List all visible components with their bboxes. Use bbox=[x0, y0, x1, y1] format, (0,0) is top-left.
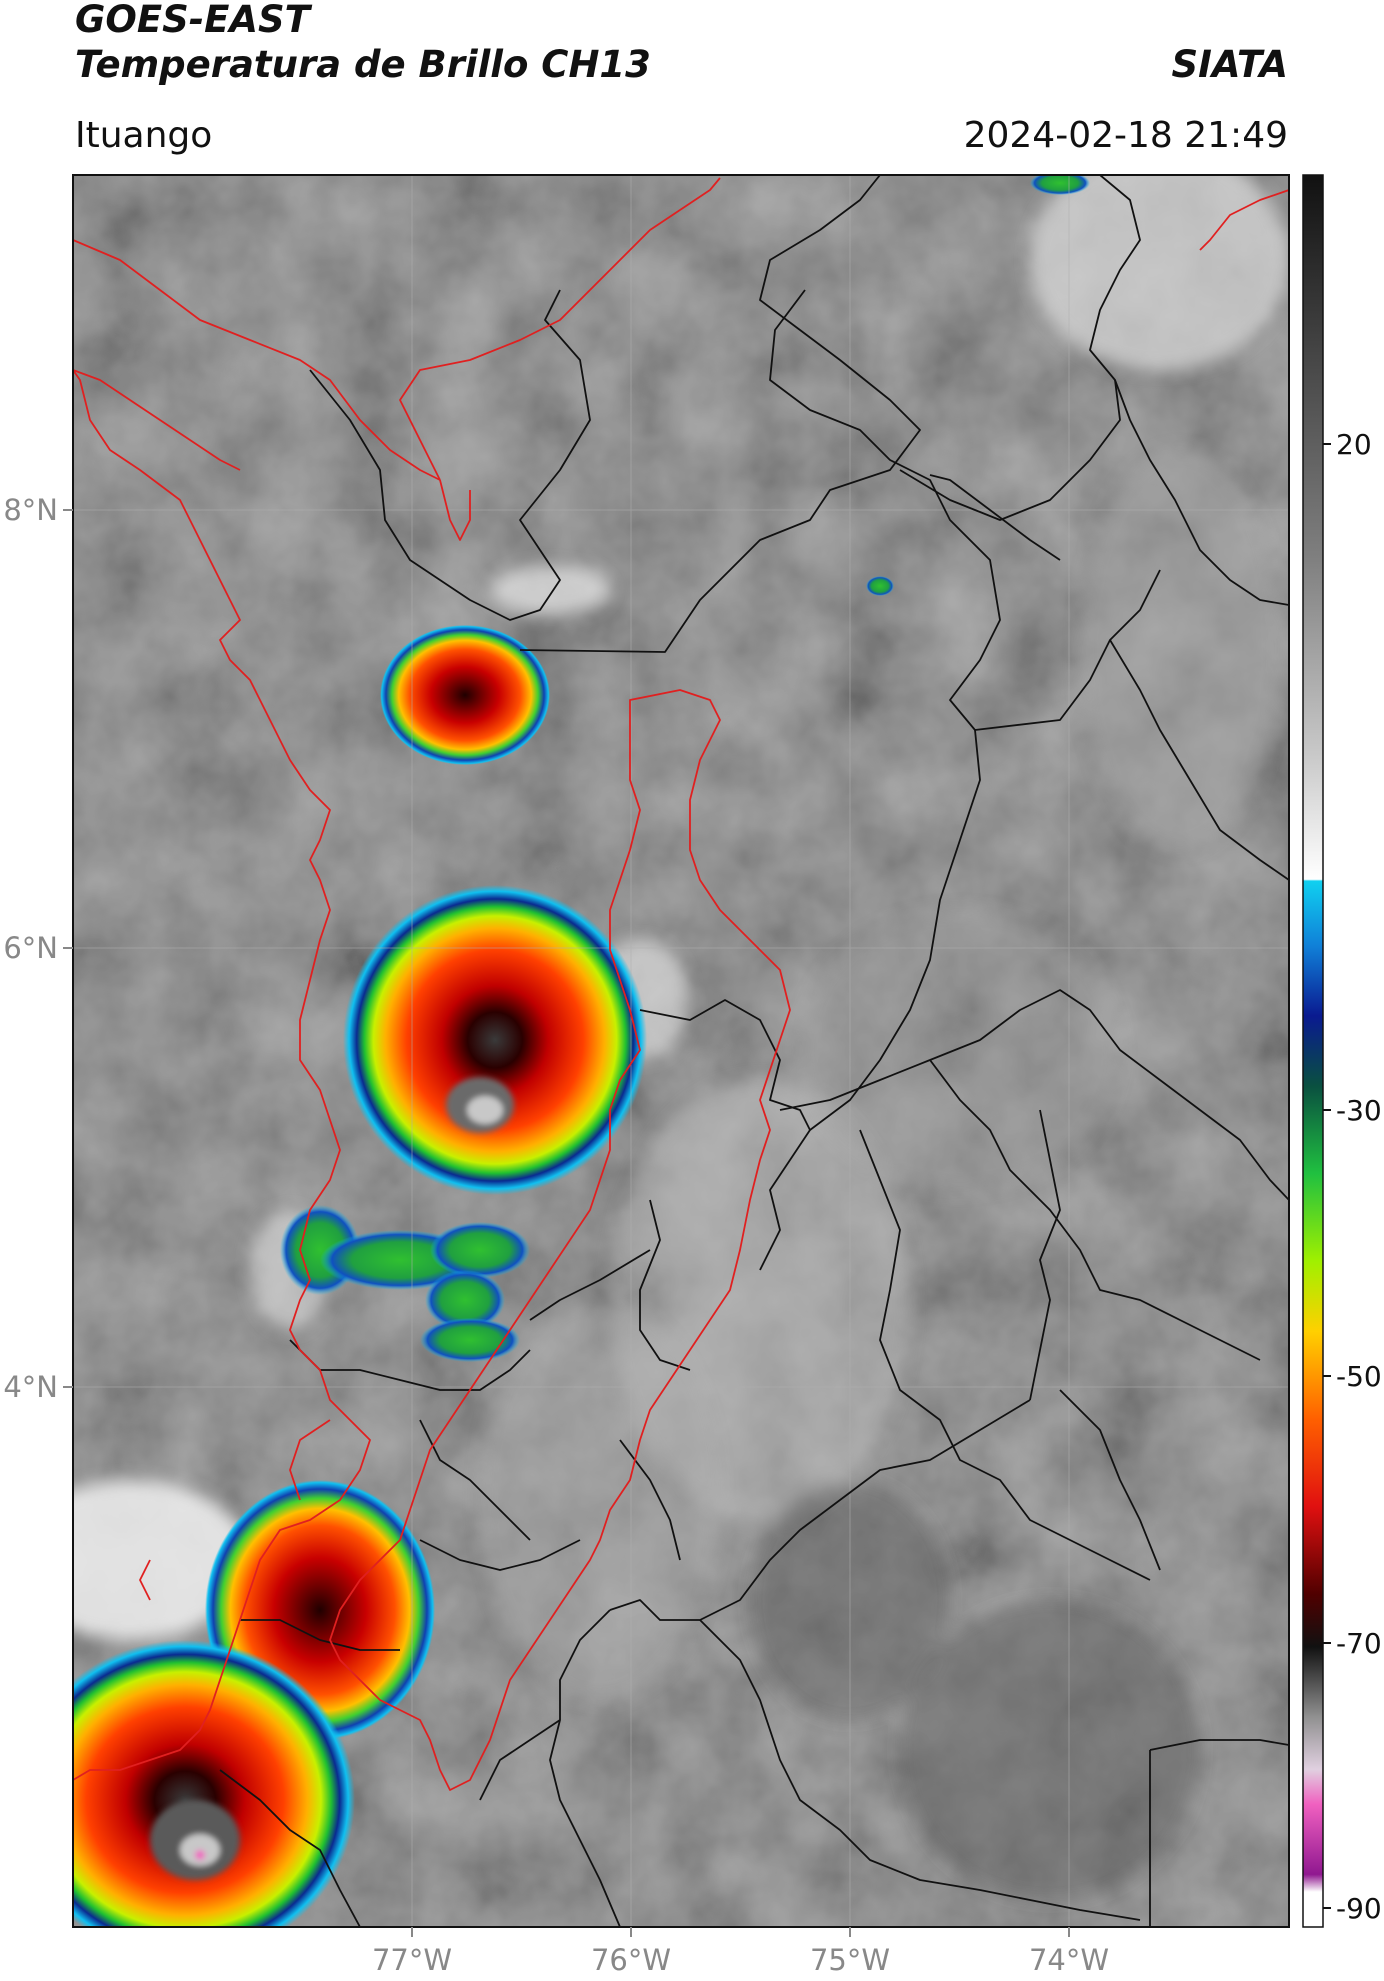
storm-cells bbox=[73, 175, 1090, 1927]
lat-axis: 8°N 6°N 4°N bbox=[3, 493, 73, 1404]
location-label: Ituango bbox=[75, 115, 213, 156]
storm-cell-central bbox=[343, 885, 647, 1195]
lon-axis: 77°W 76°W 75°W 74°W bbox=[372, 1927, 1109, 1977]
lon-label-75w: 75°W bbox=[810, 1943, 890, 1977]
lat-label-4n: 4°N bbox=[3, 1370, 58, 1404]
storm-core-southwest bbox=[150, 1800, 240, 1880]
storm-cell-southwest bbox=[73, 1640, 355, 1927]
storm-cell-green-band bbox=[280, 1205, 530, 1362]
department-borders bbox=[219, 175, 1289, 1927]
colorbar-tick-minus90: -90 bbox=[1336, 1892, 1382, 1925]
organization-label: SIATA bbox=[1171, 43, 1288, 86]
map-frame bbox=[72, 174, 1290, 1928]
colorbar-tick-minus30: -30 bbox=[1336, 1094, 1382, 1127]
lon-label-74w: 74°W bbox=[1029, 1943, 1109, 1977]
country-borders bbox=[73, 177, 1289, 1791]
lat-label-8n: 8°N bbox=[3, 493, 58, 527]
lat-label-6n: 6°N bbox=[3, 931, 58, 965]
storm-cell-north bbox=[380, 625, 550, 765]
colorbar-tick-minus70: -70 bbox=[1336, 1627, 1382, 1660]
storm-cell-small-east bbox=[866, 576, 894, 596]
gridlines bbox=[73, 175, 1289, 1927]
storm-core-central bbox=[446, 1077, 514, 1133]
colorbar-scale bbox=[1302, 174, 1324, 1928]
map-panel bbox=[73, 175, 1289, 1927]
bright-clouds bbox=[73, 175, 1289, 1900]
storm-cell-top bbox=[1030, 175, 1090, 195]
map-title: GOES-EAST bbox=[75, 0, 310, 41]
map-subtitle: Temperatura de Brillo CH13 bbox=[75, 43, 651, 86]
colorbar-tick-20: 20 bbox=[1336, 428, 1372, 461]
datetime-label: 2024-02-18 21:49 bbox=[963, 115, 1288, 156]
lon-label-77w: 77°W bbox=[372, 1943, 452, 1977]
colorbar: 20 -30 -50 -70 -90 bbox=[1302, 174, 1382, 1928]
lon-label-76w: 76°W bbox=[591, 1943, 671, 1977]
colorbar-tick-minus50: -50 bbox=[1336, 1360, 1382, 1393]
